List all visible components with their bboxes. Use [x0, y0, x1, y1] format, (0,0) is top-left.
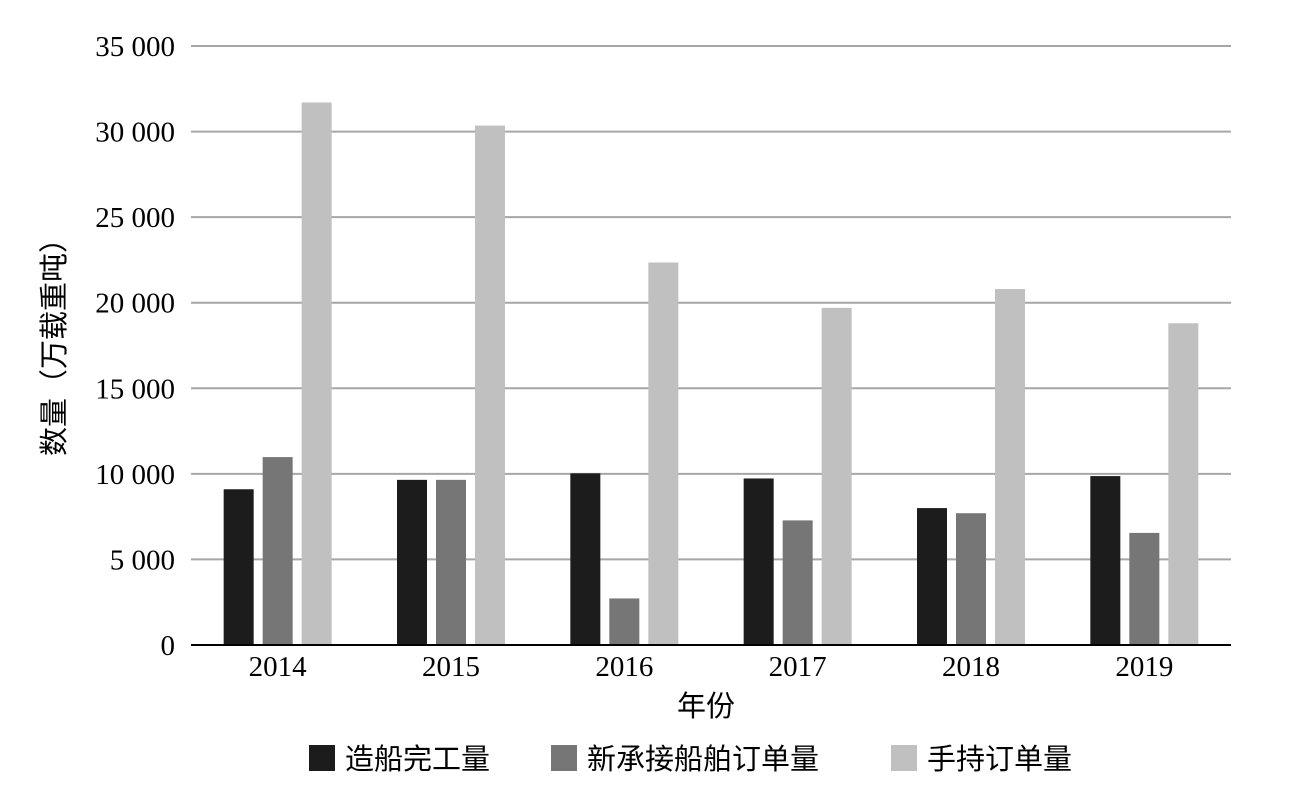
legend: 造船完工量 新承接船舶订单量 手持订单量 [309, 742, 1072, 776]
y-tick-label: 30 000 [95, 117, 175, 149]
y-tick-labels: 0 5 000 10 000 15 000 20 000 25 000 30 000 35 0… [95, 31, 175, 662]
bar-2019-series-2 [1129, 532, 1160, 645]
legend-label: 造船完工量 [345, 742, 490, 776]
bar-2014-series-2 [262, 457, 293, 645]
bar-2016-series-3 [648, 262, 679, 645]
bar-2017-series-1 [743, 478, 774, 645]
bar-2015-series-1 [397, 479, 427, 645]
legend-swatch [891, 745, 917, 771]
y-tick-label: 15 000 [95, 373, 175, 405]
y-tick-label: 20 000 [95, 288, 175, 320]
x-tick-label: 2015 [422, 651, 480, 683]
bar-2019-series-1 [1090, 476, 1121, 645]
x-axis-title: 年份 [677, 689, 735, 723]
bar-2016-series-1 [570, 473, 601, 645]
bar-2015-series-2 [436, 479, 466, 645]
y-tick-label: 10 000 [95, 459, 175, 491]
y-tick-label: 25 000 [95, 202, 175, 234]
bar-2019-series-3 [1168, 323, 1199, 645]
x-tick-label: 2014 [249, 651, 308, 683]
y-axis-title: 数量（万载重吨） [37, 224, 71, 456]
bar-2016-series-2 [609, 598, 640, 645]
legend-swatch [309, 745, 335, 771]
bar-2018-series-2 [956, 513, 986, 645]
bar-2018-series-1 [917, 508, 947, 645]
bar-2018-series-3 [995, 289, 1025, 645]
y-tick-label: 35 000 [95, 31, 175, 63]
gridlines [191, 45, 1231, 561]
bar-2015-series-3 [475, 125, 505, 646]
x-tick-label: 2016 [595, 651, 653, 683]
bar-2017-series-2 [782, 520, 813, 645]
legend-label: 手持订单量 [927, 742, 1072, 776]
bar-2014-series-3 [301, 102, 332, 645]
bar-2017-series-3 [821, 307, 852, 645]
x-tick-label: 2018 [942, 651, 1000, 683]
x-tick-label: 2019 [1115, 651, 1173, 683]
x-tick-label: 2017 [769, 651, 827, 683]
bar-2014-series-1 [223, 489, 254, 645]
x-tick-labels: 2014 2015 2016 2017 2018 2019 [249, 651, 1174, 683]
legend-label: 新承接船舶订单量 [587, 742, 819, 776]
bars [223, 102, 1199, 646]
y-tick-label: 5 000 [110, 544, 175, 576]
y-tick-label: 0 [161, 630, 176, 662]
legend-swatch [551, 745, 577, 771]
